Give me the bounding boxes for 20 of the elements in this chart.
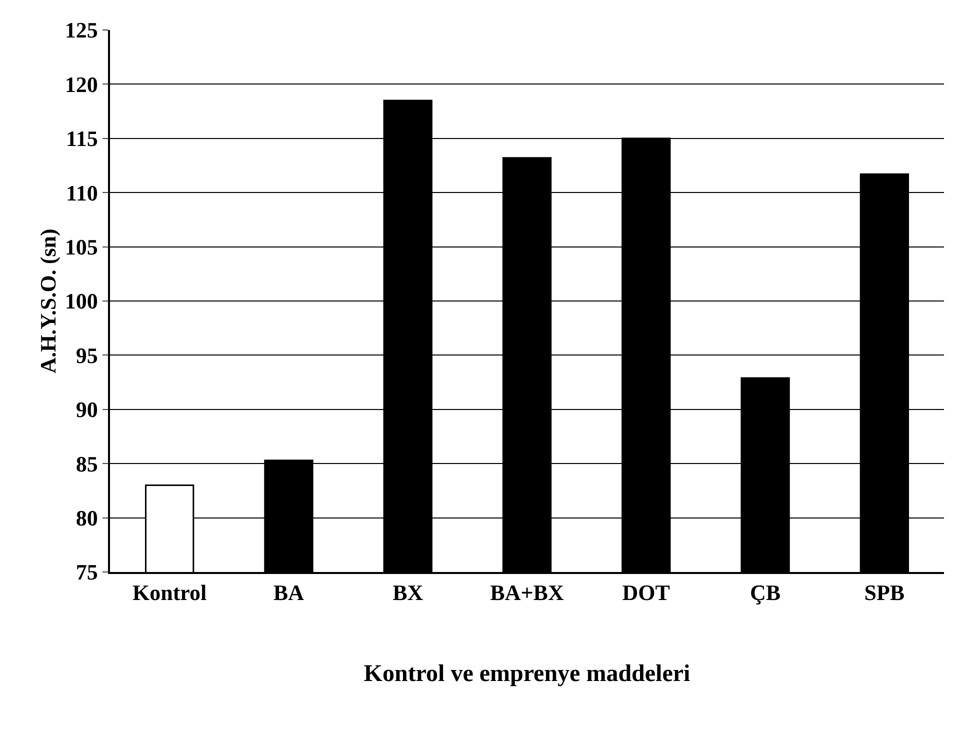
y-tick-label: 80 xyxy=(76,506,98,530)
x-tick-label: Kontrol xyxy=(132,580,207,606)
y-tick-label: 95 xyxy=(76,342,98,368)
x-tick-label: BA+BX xyxy=(490,580,564,606)
y-tick-label: 85 xyxy=(76,451,98,476)
x-tick-label: SPB xyxy=(864,580,905,606)
y-tick-label: 105 xyxy=(64,234,98,260)
y-tick-label: 110 xyxy=(66,180,98,206)
x-tick-label: DOT xyxy=(622,580,670,606)
y-tick-label: 100 xyxy=(64,288,98,314)
y-tick-label: 120 xyxy=(64,72,98,97)
x-tick-label: BX xyxy=(392,580,424,606)
x-axis-title: Kontrol ve emprenye maddeleri xyxy=(364,660,691,687)
y-tick-label: 75 xyxy=(76,560,98,585)
y-axis-title: A.H.Y.S.O. (sn) xyxy=(36,228,60,374)
y-tick-label: 125 xyxy=(64,18,98,43)
x-tick-label: ÇB xyxy=(750,580,781,606)
y-tick-label: 90 xyxy=(76,397,98,422)
y-tick-label: 115 xyxy=(66,126,98,152)
x-tick-label: BA xyxy=(273,580,304,606)
